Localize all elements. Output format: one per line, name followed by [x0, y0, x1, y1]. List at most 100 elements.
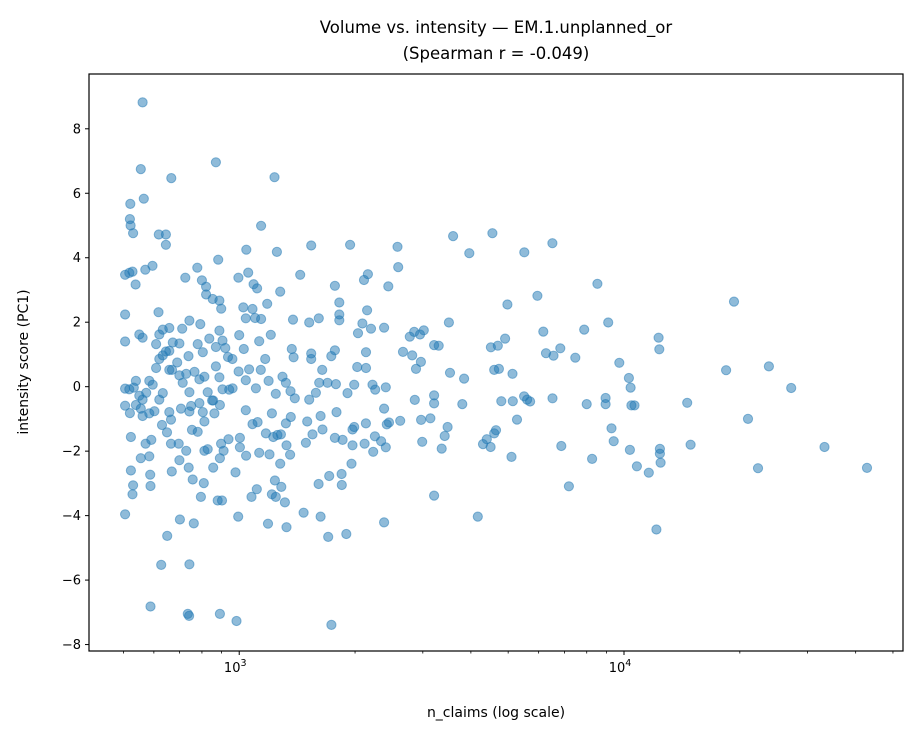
data-point [234, 442, 245, 453]
data-point [563, 481, 575, 492]
data-point [166, 466, 177, 477]
data-point [286, 343, 297, 355]
data-point [161, 427, 173, 438]
data-point [313, 478, 324, 490]
data-point [160, 346, 171, 357]
y-tick-label: 0 [73, 380, 81, 395]
y-tick-label: −2 [62, 445, 81, 460]
data-point [247, 303, 258, 315]
data-point [436, 443, 447, 454]
data-point [209, 408, 220, 419]
data-point [184, 610, 195, 622]
data-point [315, 410, 326, 422]
data-point [538, 326, 549, 337]
data-point [336, 479, 347, 491]
data-point [285, 411, 296, 423]
data-point [429, 398, 440, 409]
data-point [352, 361, 363, 373]
data-point [300, 437, 311, 448]
data-point [357, 318, 368, 329]
data-point [347, 440, 358, 451]
data-point [625, 382, 636, 393]
data-point [433, 340, 444, 351]
data-point [349, 421, 360, 433]
points-layer [120, 97, 873, 631]
data-point [502, 299, 513, 310]
data-point [317, 424, 328, 435]
data-point [653, 332, 664, 343]
data-point [220, 342, 231, 354]
data-point [397, 346, 409, 357]
data-point [304, 317, 315, 328]
data-point [322, 377, 333, 388]
data-point [192, 262, 203, 273]
data-point [166, 173, 177, 184]
data-point [198, 478, 209, 489]
data-point [263, 375, 274, 386]
data-point [629, 400, 640, 411]
data-point [124, 408, 135, 419]
data-point [464, 248, 475, 259]
data-point [270, 491, 281, 502]
data-point [270, 388, 281, 399]
data-point [174, 338, 185, 349]
data-point [262, 518, 274, 529]
data-point [151, 362, 162, 374]
data-point [547, 393, 558, 404]
data-point [555, 343, 566, 354]
data-point [416, 414, 427, 425]
data-point [265, 329, 276, 340]
data-point [254, 447, 265, 458]
data-point [184, 387, 195, 398]
data-point [166, 364, 178, 375]
data-point [231, 615, 242, 627]
data-point [187, 474, 198, 485]
data-point [362, 305, 373, 316]
data-point [127, 489, 138, 500]
data-point [180, 272, 191, 283]
data-point [128, 228, 139, 239]
data-point [415, 356, 426, 367]
data-point [383, 281, 394, 292]
data-point [592, 278, 603, 289]
data-point [125, 431, 136, 443]
data-point [264, 449, 275, 460]
data-point [151, 339, 162, 350]
data-point [213, 254, 224, 265]
data-point [202, 387, 213, 398]
data-point [252, 417, 263, 428]
data-point [244, 364, 255, 375]
data-point [120, 309, 131, 320]
data-point [307, 429, 318, 440]
data-point [128, 480, 139, 491]
data-point [266, 408, 277, 419]
data-point [442, 421, 453, 433]
data-point [342, 388, 353, 399]
data-point [548, 350, 559, 361]
data-point [204, 333, 215, 344]
data-point [135, 164, 146, 175]
data-point [525, 396, 536, 407]
data-point [341, 528, 352, 540]
data-point [352, 328, 364, 339]
data-point [280, 377, 291, 388]
x-tick-label: 104 [609, 658, 632, 676]
data-point [156, 559, 167, 571]
data-point [246, 491, 257, 502]
data-point [195, 491, 206, 502]
data-point [682, 397, 693, 408]
data-point [210, 361, 221, 372]
data-point [392, 241, 403, 252]
data-point [256, 220, 267, 231]
data-point [157, 388, 168, 399]
data-point [199, 371, 210, 382]
data-point [214, 372, 225, 383]
data-point [156, 419, 168, 431]
data-point [490, 425, 502, 436]
data-point [472, 511, 483, 522]
data-point [230, 467, 241, 478]
data-point [147, 379, 158, 390]
data-point [197, 407, 208, 418]
data-point [214, 608, 225, 620]
data-point [234, 432, 245, 443]
